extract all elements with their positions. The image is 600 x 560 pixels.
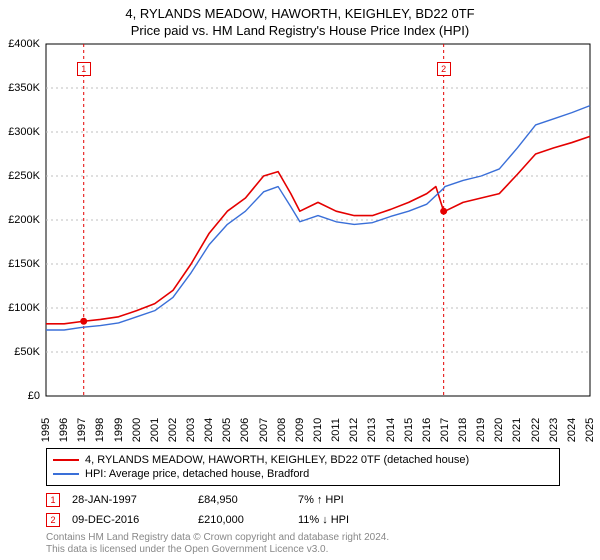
x-axis-tick-label: 2014 [385, 418, 397, 442]
x-axis-tick-label: 2002 [167, 418, 179, 442]
x-axis-tick-label: 2007 [258, 418, 270, 442]
chart-plot-area: 12 [46, 44, 590, 396]
legend-item: 4, RYLANDS MEADOW, HAWORTH, KEIGHLEY, BD… [53, 453, 553, 467]
footnote: Contains HM Land Registry data © Crown c… [46, 532, 566, 556]
x-axis-tick-label: 2017 [439, 418, 451, 442]
y-axis-tick-label: £100K [8, 302, 40, 314]
x-axis-tick-label: 2015 [403, 418, 415, 442]
x-axis-tick-label: 2005 [221, 418, 233, 442]
marker-pct: 11% ↓ HPI [298, 514, 368, 526]
sale-markers-table: 1 28-JAN-1997£84,9507% ↑ HPI 2 09-DEC-2016£… [46, 490, 560, 530]
x-axis-tick-label: 1998 [94, 418, 106, 442]
x-axis-tick-label: 2022 [530, 418, 542, 442]
chart-marker-callout: 1 [77, 62, 91, 76]
y-axis-tick-label: £50K [14, 346, 40, 358]
x-axis-tick-label: 1997 [76, 418, 88, 442]
arrow-icon: ↓ [322, 514, 328, 526]
x-axis-tick-label: 2012 [348, 418, 360, 442]
x-axis-tick-label: 2025 [584, 418, 596, 442]
page-title-line1: 4, RYLANDS MEADOW, HAWORTH, KEIGHLEY, BD… [0, 6, 600, 21]
marker-pct: 7% ↑ HPI [298, 494, 368, 506]
chart-svg [46, 44, 590, 396]
y-axis-labels: £0£50K£100K£150K£200K£250K£300K£350K£400… [0, 44, 44, 396]
x-axis-tick-label: 2006 [239, 418, 251, 442]
x-axis-tick-label: 2008 [276, 418, 288, 442]
y-axis-tick-label: £0 [28, 390, 40, 402]
arrow-icon: ↑ [317, 494, 323, 506]
footnote-line1: Contains HM Land Registry data © Crown c… [46, 532, 566, 544]
legend-label: 4, RYLANDS MEADOW, HAWORTH, KEIGHLEY, BD… [85, 453, 469, 467]
sale-marker-row: 1 28-JAN-1997£84,9507% ↑ HPI [46, 490, 560, 510]
x-axis-tick-label: 2001 [149, 418, 161, 442]
marker-date: 28-JAN-1997 [72, 494, 198, 506]
x-axis-tick-label: 2011 [330, 418, 342, 442]
marker-date: 09-DEC-2016 [72, 514, 198, 526]
marker-badge: 2 [46, 513, 60, 527]
marker-price: £84,950 [198, 494, 298, 506]
x-axis-tick-label: 1999 [113, 418, 125, 442]
y-axis-tick-label: £400K [8, 38, 40, 50]
y-axis-tick-label: £300K [8, 126, 40, 138]
x-axis-tick-label: 2000 [131, 418, 143, 442]
x-axis-tick-label: 2004 [203, 418, 215, 442]
x-axis-tick-label: 2020 [493, 418, 505, 442]
x-axis-tick-label: 2003 [185, 418, 197, 442]
y-axis-tick-label: £350K [8, 82, 40, 94]
x-axis-tick-label: 2021 [511, 418, 523, 442]
x-axis-labels: 1995199619971998199920002001200220032004… [46, 398, 590, 446]
x-axis-tick-label: 2010 [312, 418, 324, 442]
x-axis-tick-label: 2013 [366, 418, 378, 442]
x-axis-tick-label: 2018 [457, 418, 469, 442]
legend-swatch [53, 459, 79, 461]
x-axis-tick-label: 2023 [548, 418, 560, 442]
x-axis-tick-label: 2019 [475, 418, 487, 442]
footnote-line2: This data is licensed under the Open Gov… [46, 544, 566, 556]
legend-item: HPI: Average price, detached house, Brad… [53, 467, 553, 481]
y-axis-tick-label: £150K [8, 258, 40, 270]
chart-marker-callout: 2 [437, 62, 451, 76]
marker-price: £210,000 [198, 514, 298, 526]
y-axis-tick-label: £250K [8, 170, 40, 182]
x-axis-tick-label: 2024 [566, 418, 578, 442]
legend-swatch [53, 473, 79, 475]
legend-label: HPI: Average price, detached house, Brad… [85, 467, 309, 481]
x-axis-tick-label: 2009 [294, 418, 306, 442]
legend: 4, RYLANDS MEADOW, HAWORTH, KEIGHLEY, BD… [46, 448, 560, 486]
x-axis-tick-label: 2016 [421, 418, 433, 442]
marker-badge: 1 [46, 493, 60, 507]
page-title-line2: Price paid vs. HM Land Registry's House … [0, 23, 600, 38]
sale-marker-row: 2 09-DEC-2016£210,00011% ↓ HPI [46, 510, 560, 530]
y-axis-tick-label: £200K [8, 214, 40, 226]
x-axis-tick-label: 1996 [58, 418, 70, 442]
x-axis-tick-label: 1995 [40, 418, 52, 442]
